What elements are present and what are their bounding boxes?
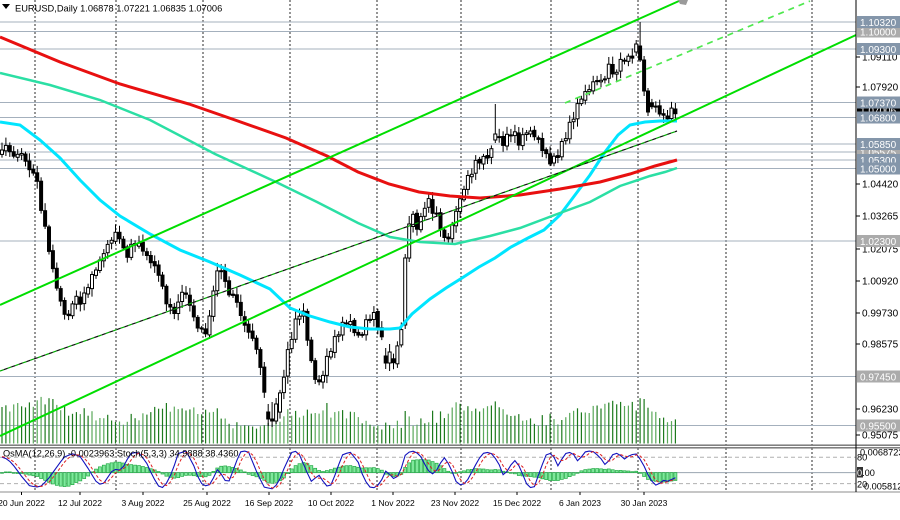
svg-text:80: 80	[857, 453, 867, 463]
svg-text:1.07370: 1.07370	[860, 99, 897, 110]
svg-text:15 Dec 2022: 15 Dec 2022	[493, 498, 541, 508]
svg-text:6 Jan 2023: 6 Jan 2023	[559, 498, 601, 508]
svg-text:1.05850: 1.05850	[860, 140, 897, 151]
svg-text:0.98575: 0.98575	[862, 340, 899, 351]
svg-text:1.10320: 1.10320	[860, 18, 897, 29]
svg-text:1.05575: 1.05575	[860, 148, 897, 159]
svg-text:1.09110: 1.09110	[862, 53, 898, 64]
svg-text:3 Aug 2022: 3 Aug 2022	[121, 498, 164, 508]
svg-text:0.97450: 0.97450	[860, 373, 897, 384]
svg-text:0.95075: 0.95075	[862, 431, 899, 442]
svg-text:12 Jul 2022: 12 Jul 2022	[58, 498, 102, 508]
svg-text:23 Nov 2022: 23 Nov 2022	[431, 498, 479, 508]
svg-text:EURUSD,Daily 1.06878 1.07221: EURUSD,Daily 1.06878 1.07221 1.06835 1.0…	[15, 4, 222, 14]
svg-text:1.05000: 1.05000	[860, 165, 897, 176]
svg-text:OsMA(12,26,9) -0.0023963 Stoc: OsMA(12,26,9) -0.0023963 Stoch(5,3,3) 34…	[3, 449, 238, 459]
svg-text:16 Sep 2022: 16 Sep 2022	[245, 498, 293, 508]
svg-text:0.005812: 0.005812	[864, 482, 900, 492]
svg-text:10 Oct 2022: 10 Oct 2022	[308, 498, 355, 508]
svg-text:0.0068723: 0.0068723	[860, 448, 900, 458]
svg-text:1.07920: 1.07920	[862, 83, 899, 94]
svg-text:20 Jun 2022: 20 Jun 2022	[0, 498, 45, 508]
svg-text:0.99730: 0.99730	[862, 309, 899, 320]
svg-text:1.10000: 1.10000	[860, 28, 897, 39]
svg-text:20: 20	[857, 480, 867, 490]
svg-text:0.96230: 0.96230	[862, 405, 899, 416]
svg-text:1 Nov 2022: 1 Nov 2022	[371, 498, 415, 508]
svg-text:1.00920: 1.00920	[862, 277, 899, 288]
svg-text:1.03265: 1.03265	[862, 212, 899, 223]
svg-text:25 Aug 2022: 25 Aug 2022	[183, 498, 231, 508]
svg-text:0.95500: 0.95500	[860, 422, 897, 433]
svg-text:0.00: 0.00	[857, 468, 875, 478]
svg-text:1.04420: 1.04420	[862, 180, 899, 191]
svg-text:1.05300: 1.05300	[860, 156, 897, 167]
svg-text:30 Jan 2023: 30 Jan 2023	[621, 498, 668, 508]
svg-text:1.06800: 1.06800	[860, 114, 897, 125]
svg-text:1.02300: 1.02300	[860, 237, 897, 248]
svg-text:1.02075: 1.02075	[862, 245, 899, 256]
svg-text:1.09300: 1.09300	[860, 45, 897, 56]
